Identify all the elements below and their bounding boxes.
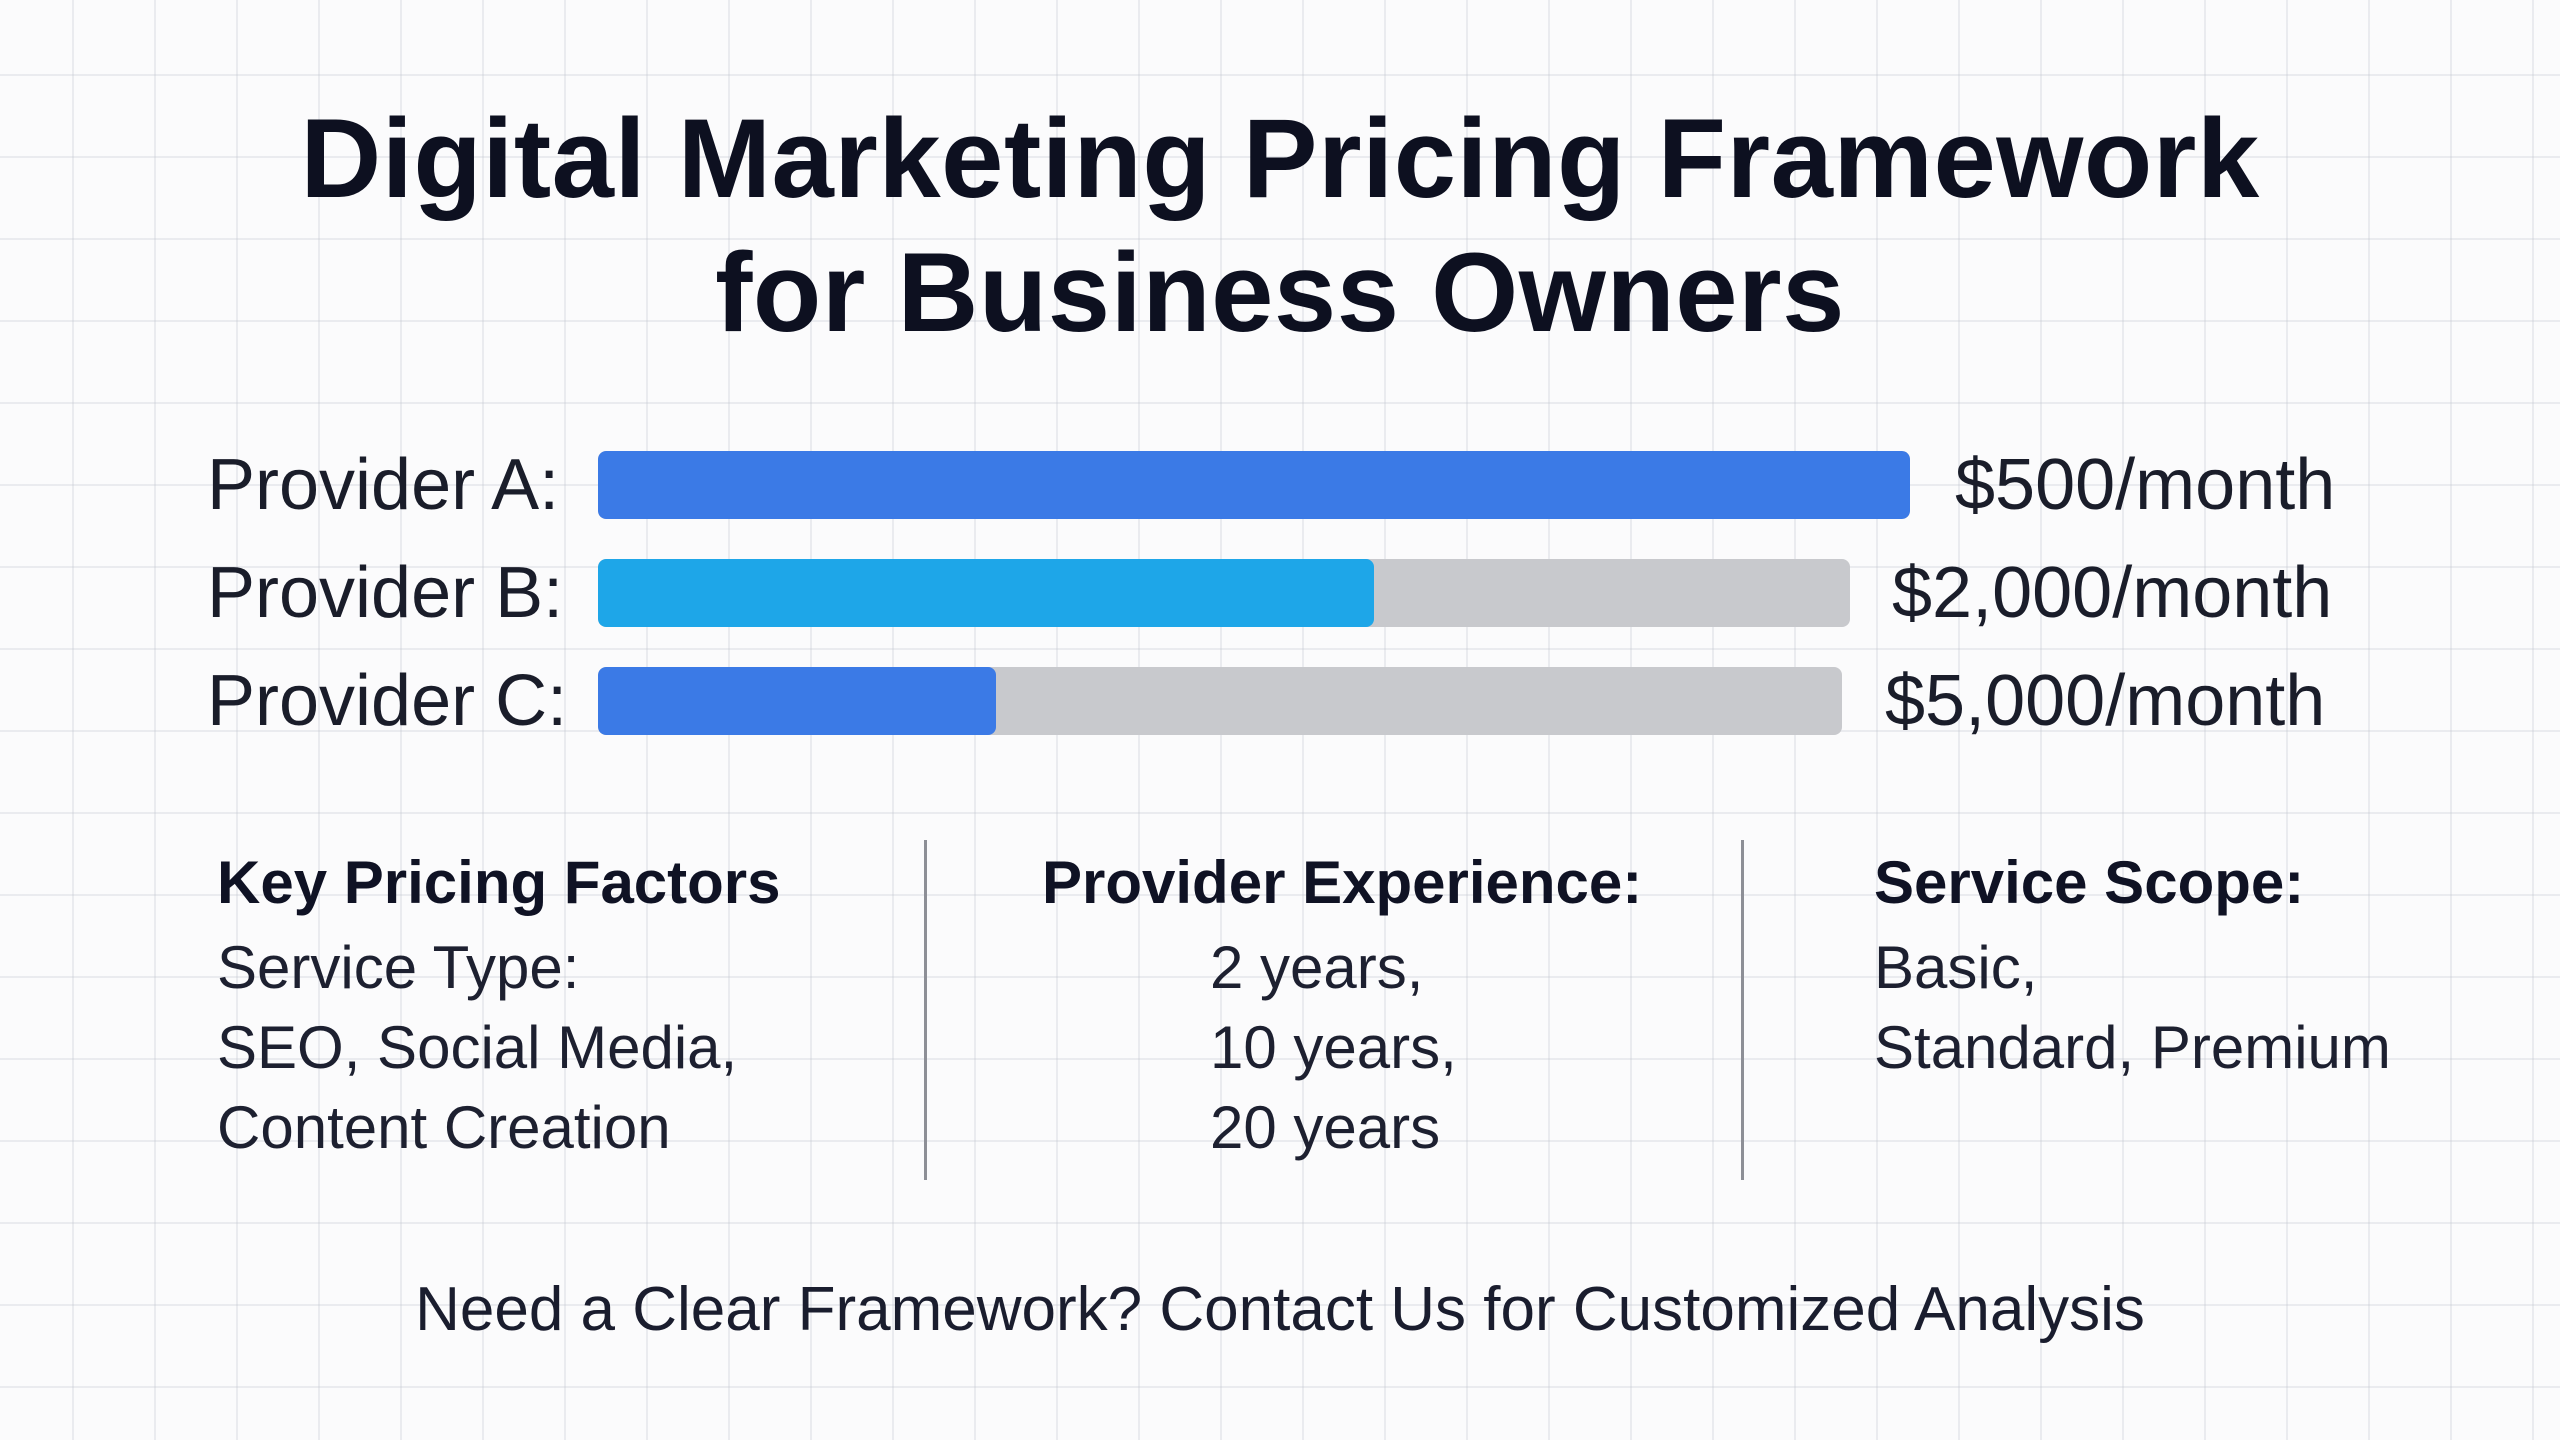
bar-track	[598, 667, 1842, 735]
factor-line: Service Type:	[217, 934, 580, 1001]
column-divider	[1741, 840, 1744, 1180]
title-line-2: for Business Owners	[715, 230, 1845, 355]
provider-price-bar-chart: Provider A: $500/month Provider B: $2,000/m…	[0, 445, 2560, 741]
factor-line: 10 years,	[1210, 1014, 1457, 1081]
bar-fill	[598, 451, 1910, 519]
bar-fill	[598, 667, 997, 735]
factor-line: Standard, Premium	[1874, 1014, 2391, 1081]
bar-value-label: $500/month	[1955, 445, 2336, 525]
factor-heading: Service Scope:	[1874, 849, 2305, 916]
page-title: Digital Marketing Pricing Framework for …	[0, 92, 2560, 360]
factor-line: SEO, Social Media,	[217, 1014, 738, 1081]
factor-line: 2 years,	[1210, 934, 1424, 1001]
factor-heading: Provider Experience:	[1042, 849, 1643, 916]
factor-column-service-scope: Service Scope: Basic, Standard, Premium	[1874, 838, 2391, 1088]
bar-track	[598, 451, 1910, 519]
factor-column-pricing-factors: Key Pricing Factors Service Type: SEO, S…	[217, 838, 781, 1168]
bar-category-label: Provider B:	[207, 553, 564, 633]
bar-row: Provider B: $2,000/month	[0, 553, 2560, 633]
factor-line: Content Creation	[217, 1094, 671, 1161]
factor-line: 20 years	[1210, 1094, 1441, 1161]
factor-line: Basic,	[1874, 934, 2038, 1001]
column-divider	[924, 840, 927, 1180]
bar-category-label: Provider C:	[207, 661, 568, 741]
contact-call-to-action[interactable]: Need a Clear Framework? Contact Us for C…	[415, 1275, 2145, 1344]
bar-track	[598, 559, 1850, 627]
bar-row: Provider C: $5,000/month	[0, 661, 2560, 741]
factor-column-provider-experience: Provider Experience: 2 years, 10 years, …	[1042, 838, 1642, 1168]
bar-value-label: $5,000/month	[1885, 661, 2326, 741]
title-line-1: Digital Marketing Pricing Framework	[300, 96, 2260, 221]
factor-heading: Key Pricing Factors	[217, 849, 781, 916]
bar-value-label: $2,000/month	[1892, 553, 2333, 633]
bar-row: Provider A: $500/month	[0, 445, 2560, 525]
bar-category-label: Provider A:	[207, 445, 560, 525]
bar-fill	[598, 559, 1375, 627]
